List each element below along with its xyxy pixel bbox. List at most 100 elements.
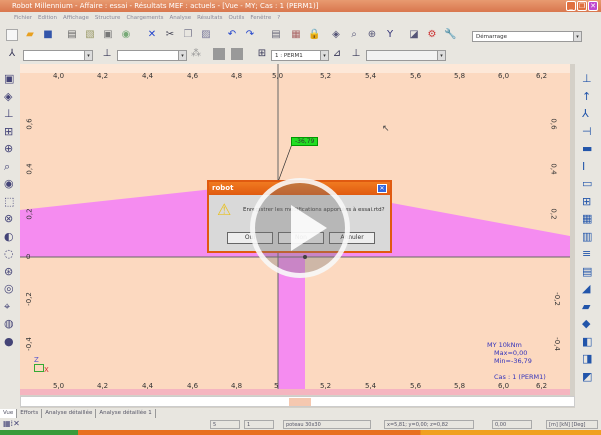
- case-options-icon[interactable]: ⊿: [332, 48, 342, 59]
- print-icon[interactable]: ▤: [67, 29, 77, 40]
- y-tick: 0,4: [25, 163, 34, 175]
- x-tick: 4,2: [97, 72, 109, 80]
- results-icon[interactable]: ◪: [409, 29, 419, 40]
- select-icon[interactable]: Y: [386, 29, 394, 40]
- calculator-icon[interactable]: ▦: [291, 29, 301, 40]
- bottom-ruler: [20, 389, 570, 395]
- legend: MY 10kNm Max=0,00 Min=-36,79 Cas : 1 (PE…: [487, 341, 546, 381]
- gray-box-icon-2[interactable]: [231, 48, 243, 60]
- value-label: -36,79: [291, 137, 319, 146]
- y-tick-right: -0,4: [552, 337, 561, 351]
- menu-affichage[interactable]: Affichage: [63, 15, 89, 21]
- bar-icon[interactable]: ⊥: [102, 48, 112, 59]
- status-icons[interactable]: ▦⁞✕: [3, 419, 20, 428]
- case-select[interactable]: 1 : PERM1 ▾: [271, 50, 329, 61]
- x-tick-bottom: 6,0: [498, 382, 510, 390]
- load-case-icon[interactable]: ⊞: [257, 48, 267, 59]
- save-icon[interactable]: ■: [43, 29, 53, 40]
- zoom-in-icon[interactable]: ⊕: [367, 29, 377, 40]
- layout-select[interactable]: Démarrage ▾: [472, 31, 582, 42]
- zoom-icon[interactable]: ⌕: [351, 29, 357, 40]
- cut-icon[interactable]: ✂: [165, 29, 175, 40]
- x-tick: 5,8: [454, 72, 466, 80]
- right-toolbar: ⊥ ↑ ⅄ ⊣ ▬ I ▭ ⊞ ▦ ▥ ≡ ▤ ◢ ▰ ◆ ◧ ◨ ◩: [575, 64, 601, 408]
- legend-max: Max=0,00: [494, 349, 528, 357]
- x-tick-bottom: 4,8: [231, 382, 243, 390]
- menu-chargements[interactable]: Chargements: [126, 15, 164, 21]
- copy-icon[interactable]: ❐: [183, 29, 193, 40]
- y-tick: 0,2: [25, 208, 34, 220]
- x-tick-bottom: 5,2: [320, 382, 332, 390]
- play-overlay-button[interactable]: [250, 178, 350, 278]
- x-tick-bottom: 5,8: [454, 382, 466, 390]
- mode-select[interactable]: ▾: [366, 50, 446, 61]
- paste-icon[interactable]: ▨: [201, 29, 211, 40]
- menu-help[interactable]: ?: [277, 15, 281, 21]
- chevron-down-icon: ▾: [573, 32, 581, 41]
- delete-icon[interactable]: ✕: [147, 29, 157, 40]
- scrollbar-thumb[interactable]: [289, 398, 311, 406]
- horizontal-scrollbar[interactable]: [20, 396, 575, 407]
- x-tick: 5,6: [410, 72, 422, 80]
- gray-box-icon[interactable]: [213, 48, 225, 60]
- tab-analyse-detaillee-1[interactable]: Analyse détaillée 1: [96, 409, 156, 418]
- restore-button[interactable]: ❐: [577, 1, 587, 11]
- redo-icon[interactable]: ↷: [245, 29, 255, 40]
- warning-icon: ⚠: [217, 200, 232, 219]
- open-icon[interactable]: ▰: [26, 29, 34, 40]
- tab-analyse-detaillee[interactable]: Analyse détaillée: [42, 409, 97, 418]
- mouse-cursor-icon: ↖: [382, 124, 390, 134]
- x-tick: 5,2: [320, 72, 332, 80]
- left-tool-icons[interactable]: ▣ ◈ ⊥ ⊞ ⊕ ⌕ ◉ ⬚ ⊗ ◐ ◌ ⊛ ◎ ⌖ ◍ ●: [4, 72, 15, 348]
- menu-edition[interactable]: Edition: [37, 15, 58, 21]
- y-tick-right: -0,2: [552, 292, 561, 306]
- x-tick: 4,4: [142, 72, 154, 80]
- preview-icon[interactable]: ▧: [85, 29, 95, 40]
- filter-icon[interactable]: ⁂: [191, 48, 201, 59]
- menu-resultats[interactable]: Résultats: [197, 15, 223, 21]
- menu-fichier[interactable]: Fichier: [14, 15, 32, 21]
- status-bars: 1: [244, 420, 274, 429]
- y-tick: -0,4: [24, 337, 33, 351]
- legend-min: Min=-36,79: [494, 357, 532, 365]
- menu-bar: Fichier Edition Affichage Structure Chargeme…: [0, 12, 601, 23]
- status-value: 0,00: [492, 420, 532, 429]
- x-tick-bottom: 5,6: [410, 382, 422, 390]
- y-tick: 0,6: [25, 118, 34, 130]
- dialog-close-button[interactable]: ✕: [377, 184, 387, 193]
- menu-fenetre[interactable]: Fenêtre: [250, 15, 272, 21]
- legend-quantity: MY 10kNm: [487, 341, 522, 349]
- menu-outils[interactable]: Outils: [228, 15, 245, 21]
- menu-analyse[interactable]: Analyse: [169, 15, 192, 21]
- minimize-button[interactable]: _: [566, 1, 576, 11]
- toolbar: ▰ ■ ▤ ▧ ▣ ◉ ✕ ✂ ❐ ▨ ↶ ↷ ▤ ▦ 🔒 ◈ ⌕ ⊕ Y ◪ …: [0, 23, 601, 64]
- view-3d-icon[interactable]: ◈: [332, 29, 340, 40]
- print-preview-icon[interactable]: ▣: [103, 29, 113, 40]
- drawing-area[interactable]: -36,79 4,0 4,2 4,4 4,6 4,8 5,0 5,2 5,4 5…: [20, 64, 570, 395]
- tab-vue[interactable]: Vue: [0, 409, 18, 418]
- tools-icon[interactable]: 🔧: [444, 29, 457, 40]
- left-toolbar: ▣ ◈ ⊥ ⊞ ⊕ ⌕ ◉ ⬚ ⊗ ◐ ◌ ⊛ ◎ ⌖ ◍ ●: [0, 64, 20, 408]
- bar-select[interactable]: ▾: [117, 50, 187, 61]
- right-tool-icons[interactable]: ⊥ ↑ ⅄ ⊣ ▬ I ▭ ⊞ ▦ ▥ ≡ ▤ ◢ ▰ ◆ ◧ ◨ ◩: [582, 72, 593, 383]
- tab-efforts[interactable]: Efforts: [17, 409, 43, 418]
- menu-structure[interactable]: Structure: [94, 15, 121, 21]
- settings-icon[interactable]: ⚙: [427, 29, 437, 40]
- y-tick: -0,2: [24, 292, 33, 306]
- undo-icon[interactable]: ↶: [227, 29, 237, 40]
- new-icon[interactable]: [6, 29, 18, 41]
- x-tick: 6,2: [536, 72, 548, 80]
- node-icon[interactable]: ⅄: [8, 48, 16, 59]
- lock-icon[interactable]: 🔒: [308, 29, 321, 40]
- x-tick: 5,0: [272, 72, 284, 80]
- y-tick-right: 0,4: [549, 163, 558, 175]
- x-tick: 4,8: [231, 72, 243, 80]
- x-tick: 4,0: [53, 72, 65, 80]
- table-icon[interactable]: ▤: [271, 29, 281, 40]
- status-units[interactable]: [m] [kN] [Deg]: [546, 420, 598, 429]
- mode-icon[interactable]: ⊥: [351, 48, 361, 59]
- close-button[interactable]: ✕: [588, 1, 598, 11]
- screen-capture-icon[interactable]: ◉: [121, 29, 131, 40]
- node-select[interactable]: ▾: [23, 50, 93, 61]
